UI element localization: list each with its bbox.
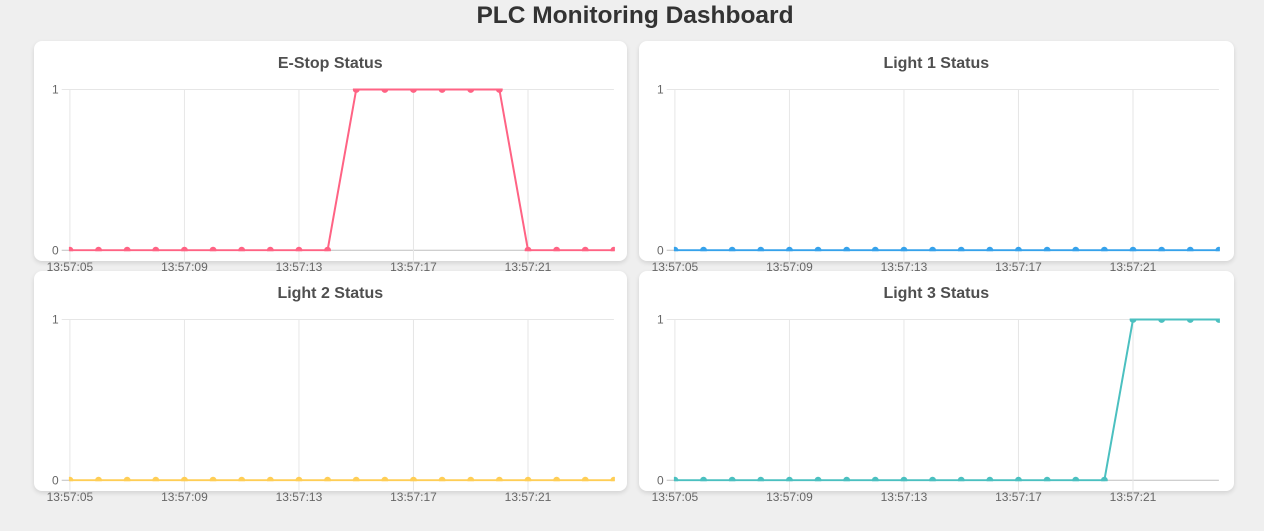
- svg-text:13:57:13: 13:57:13: [276, 490, 323, 504]
- svg-text:13:57:09: 13:57:09: [766, 490, 813, 504]
- svg-text:13:57:09: 13:57:09: [161, 490, 208, 504]
- svg-text:13:57:17: 13:57:17: [391, 490, 438, 504]
- svg-text:13:57:05: 13:57:05: [652, 490, 699, 504]
- svg-text:13:57:17: 13:57:17: [995, 490, 1042, 504]
- svg-text:13:57:05: 13:57:05: [47, 490, 94, 504]
- svg-text:13:57:13: 13:57:13: [881, 490, 928, 504]
- svg-text:13:57:21: 13:57:21: [1110, 490, 1157, 504]
- svg-text:13:57:21: 13:57:21: [505, 490, 552, 504]
